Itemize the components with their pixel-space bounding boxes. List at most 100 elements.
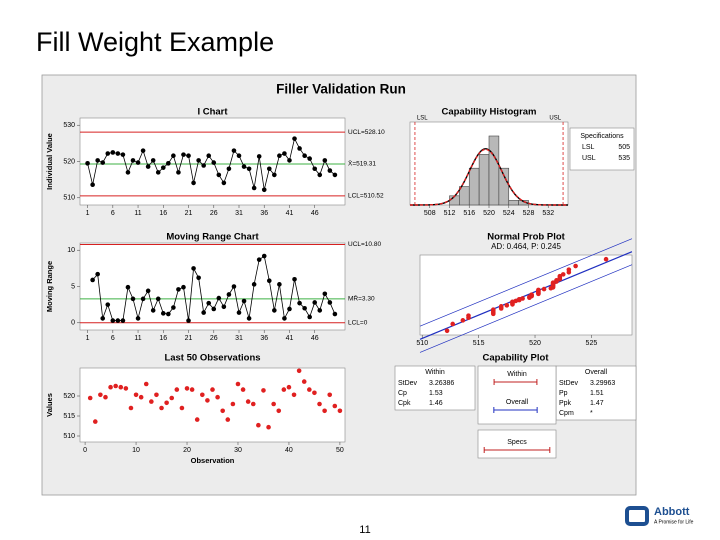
- point: [103, 394, 108, 400]
- stat-label: StDev: [398, 380, 418, 387]
- point: [312, 390, 317, 396]
- point: [211, 160, 217, 165]
- point: [287, 306, 292, 312]
- point: [191, 180, 196, 186]
- x-tick-label: 520: [483, 210, 495, 217]
- point: [520, 296, 525, 301]
- point: [337, 408, 343, 414]
- point: [261, 187, 267, 193]
- y-tick-label: 515: [63, 413, 75, 420]
- point: [603, 256, 609, 262]
- stats-table: [394, 365, 476, 411]
- point: [210, 387, 215, 392]
- fit-line: [419, 264, 633, 353]
- point: [138, 394, 144, 400]
- x-tick-label: 36: [260, 210, 268, 217]
- point: [205, 398, 210, 403]
- x-tick-label: 41: [286, 335, 294, 342]
- spec-row-value: 505: [618, 144, 630, 151]
- point: [95, 158, 100, 163]
- y-tick-label: 10: [67, 247, 75, 254]
- chart-title: Capability Histogram: [441, 107, 536, 118]
- point: [186, 153, 191, 158]
- point: [256, 257, 262, 262]
- point: [246, 166, 252, 172]
- point: [287, 158, 292, 163]
- point: [143, 381, 149, 387]
- bar: [508, 200, 519, 206]
- stat-label: Pp: [559, 390, 568, 397]
- x-tick-label: 21: [185, 335, 193, 342]
- point: [92, 419, 98, 424]
- point: [145, 288, 151, 294]
- limit-label: UCL=528.10: [348, 129, 385, 136]
- spec-line-label: USL: [549, 116, 561, 122]
- point: [216, 295, 222, 301]
- point: [327, 168, 333, 173]
- point: [332, 311, 338, 317]
- x-tick-label: 6: [111, 210, 115, 217]
- point: [201, 163, 206, 168]
- x-tick-label: 6: [111, 335, 115, 342]
- x-tick-label: 26: [210, 210, 218, 217]
- point: [251, 185, 257, 191]
- point: [332, 403, 338, 409]
- point: [322, 158, 328, 163]
- point: [108, 384, 113, 390]
- point: [130, 296, 136, 302]
- chart-title: I Chart: [197, 107, 228, 118]
- stat-value: 1.53: [429, 390, 443, 397]
- x-tick-label: 31: [235, 210, 243, 217]
- stat-value: 1.47: [590, 400, 604, 407]
- limit-label: X̄=519.31: [348, 160, 376, 168]
- x-tick-label: 512: [444, 210, 456, 217]
- point: [261, 388, 266, 393]
- point: [211, 306, 217, 312]
- point: [301, 379, 307, 384]
- point: [166, 161, 171, 166]
- x-tick-label: 30: [234, 447, 242, 454]
- point: [250, 401, 256, 407]
- limit-label: LCL=0: [348, 319, 368, 326]
- point: [186, 318, 191, 323]
- point: [166, 311, 171, 317]
- point: [302, 305, 307, 311]
- point: [277, 282, 282, 287]
- point: [171, 153, 176, 158]
- point: [490, 307, 496, 312]
- x-tick-label: 31: [235, 335, 243, 342]
- point: [317, 401, 322, 407]
- point: [246, 316, 252, 321]
- point: [133, 392, 139, 398]
- point: [272, 172, 277, 178]
- point: [105, 151, 111, 156]
- x-tick-label: 525: [586, 340, 598, 347]
- point: [169, 395, 175, 401]
- x-axis-label: Observation: [191, 456, 235, 465]
- point: [160, 165, 166, 170]
- point: [200, 392, 205, 398]
- y-axis-label: Values: [45, 393, 54, 417]
- interval-box: [477, 365, 557, 425]
- interval-label: Overall: [506, 399, 529, 406]
- point: [215, 394, 220, 400]
- y-tick-label: 530: [63, 122, 75, 129]
- chart-subtitle: AD: 0.464, P: 0.245: [491, 242, 561, 251]
- limit-label: UCL=10.80: [348, 241, 381, 248]
- spec-line-label: LSL: [417, 116, 428, 122]
- point: [276, 408, 282, 414]
- point: [140, 296, 146, 302]
- logo: Abbott A Promise for Life: [625, 506, 694, 526]
- plot-area: [79, 242, 346, 331]
- point: [189, 387, 195, 392]
- stats-title: Within: [425, 369, 445, 376]
- plot-area: [79, 367, 346, 443]
- interval-label: Within: [507, 371, 527, 378]
- point: [85, 161, 90, 166]
- stat-value: 1.51: [590, 390, 604, 397]
- point: [312, 166, 318, 172]
- chart-title: Last 50 Observations: [164, 353, 260, 364]
- limit-label: MR̄=3.30: [348, 295, 375, 303]
- point: [327, 392, 333, 398]
- point: [498, 304, 504, 309]
